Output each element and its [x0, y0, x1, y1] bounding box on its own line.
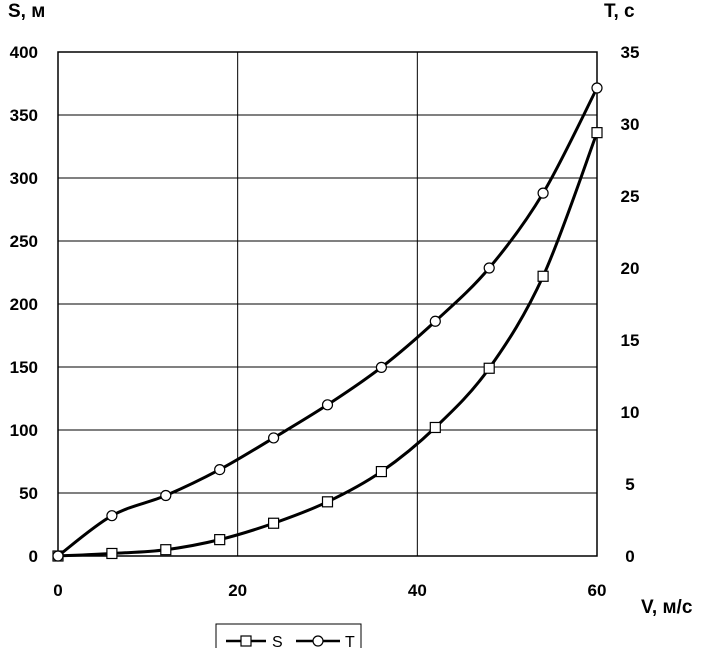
data-point-s — [321, 496, 334, 508]
series-layer — [52, 82, 603, 562]
y2-tick-label: 30 — [621, 115, 640, 134]
y2-tick-label: 5 — [625, 475, 634, 494]
x-tick-label: 0 — [53, 581, 62, 600]
data-point-s — [375, 465, 387, 478]
data-point-t — [483, 262, 495, 274]
x-tick-label: 20 — [228, 581, 247, 600]
data-point-s — [591, 127, 603, 139]
y2-tick-label: 10 — [621, 403, 640, 422]
data-point-s — [160, 544, 172, 556]
y-tick-label: 400 — [10, 43, 38, 62]
y-tick-label: 250 — [10, 232, 38, 251]
data-point-s — [214, 534, 226, 546]
y-tick-label: 300 — [10, 169, 38, 188]
data-point-s — [268, 517, 280, 529]
y-tick-label: 0 — [29, 547, 38, 566]
series-line-s — [57, 132, 599, 558]
data-point-t — [429, 315, 441, 327]
y2-tick-label: 0 — [625, 547, 634, 566]
y2-axis-title: T, с — [604, 1, 635, 22]
data-point-s — [483, 362, 495, 374]
data-point-t — [537, 187, 549, 199]
legend-label-s: S — [272, 634, 283, 648]
y-tick-label: 150 — [10, 358, 38, 377]
legend-square-marker-icon — [240, 635, 252, 647]
data-point-t — [160, 489, 172, 502]
y-tick-label: 350 — [10, 106, 38, 125]
legend: S T — [215, 623, 362, 648]
y2-tick-label: 20 — [621, 259, 640, 278]
data-point-t — [106, 510, 118, 522]
data-point-s — [429, 421, 441, 434]
series-line-t — [57, 87, 599, 558]
data-point-t — [268, 432, 280, 444]
y2-tick-label: 35 — [621, 43, 640, 62]
legend-circle-marker-icon — [312, 635, 324, 647]
grid-lines — [58, 52, 597, 556]
data-point-t — [591, 82, 603, 94]
data-point-t — [321, 399, 334, 411]
y-tick-label: 50 — [19, 484, 38, 503]
x-tick-label: 60 — [588, 581, 607, 600]
y2-tick-label: 25 — [621, 187, 640, 206]
x-tick-label: 40 — [408, 581, 427, 600]
x-axis-title: V, м/с — [641, 597, 693, 618]
y-tick-label: 100 — [10, 421, 38, 440]
y2-tick-label: 15 — [621, 331, 640, 350]
legend-box — [215, 623, 362, 648]
data-point-t — [214, 464, 226, 476]
data-point-t — [375, 361, 387, 373]
data-point-t — [52, 550, 64, 562]
data-point-s — [106, 547, 118, 560]
y-axis-title: S, м — [8, 1, 45, 22]
legend-label-t: T — [345, 634, 355, 648]
y-tick-label: 200 — [10, 295, 38, 314]
plot-area — [57, 51, 598, 557]
data-point-s — [537, 270, 549, 282]
